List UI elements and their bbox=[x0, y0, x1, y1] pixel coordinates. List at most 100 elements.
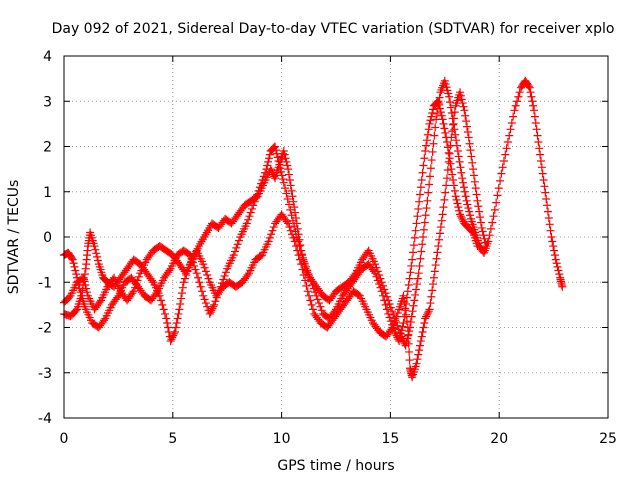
data-point-fill bbox=[413, 355, 422, 364]
data-point-fill bbox=[232, 243, 241, 252]
data-point bbox=[551, 255, 560, 264]
data-point-fill bbox=[264, 157, 273, 166]
data-point bbox=[399, 291, 408, 300]
data-point-fill bbox=[413, 212, 422, 221]
data-point bbox=[199, 291, 208, 300]
data-point-fill bbox=[455, 206, 464, 215]
data-point-fill bbox=[71, 266, 80, 275]
data-point-fill bbox=[280, 150, 289, 159]
data-point-fill bbox=[494, 184, 503, 193]
data-point-fill bbox=[535, 144, 544, 153]
data-point-fill bbox=[304, 270, 313, 279]
data-point-fill bbox=[290, 222, 299, 231]
y-tick-label: 4 bbox=[43, 49, 52, 65]
data-point-fill bbox=[489, 212, 498, 221]
data-point bbox=[175, 305, 184, 314]
data-point-fill bbox=[449, 114, 458, 123]
data-point-fill bbox=[308, 280, 317, 289]
data-point-fill bbox=[286, 181, 295, 190]
data-point-fill bbox=[188, 258, 197, 267]
data-point-fill bbox=[248, 204, 257, 213]
data-point bbox=[412, 219, 421, 228]
data-point-fill bbox=[481, 238, 490, 247]
data-point-fill bbox=[439, 203, 448, 212]
data-point-fill bbox=[400, 298, 409, 307]
data-point bbox=[445, 92, 454, 101]
data-point bbox=[390, 328, 399, 337]
data-point bbox=[255, 183, 264, 192]
data-point-fill bbox=[392, 331, 401, 340]
data-point bbox=[286, 205, 295, 214]
data-point bbox=[162, 314, 171, 323]
data-point-fill bbox=[457, 213, 466, 222]
data-point-fill bbox=[513, 97, 522, 106]
data-point-fill bbox=[392, 312, 401, 321]
data-point bbox=[416, 183, 425, 192]
data-point-fill bbox=[499, 156, 508, 165]
data-point-fill bbox=[439, 119, 448, 128]
data-point-fill bbox=[191, 265, 200, 274]
data-point-fill bbox=[425, 180, 434, 189]
data-point-fill bbox=[529, 101, 538, 110]
data-point-fill bbox=[246, 208, 255, 217]
data-point-fill bbox=[69, 259, 78, 268]
x-tick-label: 15 bbox=[381, 431, 399, 447]
data-point-fill bbox=[486, 224, 495, 233]
data-point-fill bbox=[291, 227, 300, 236]
data-point-fill bbox=[398, 322, 407, 331]
data-point-fill bbox=[435, 100, 444, 109]
data-point-fill bbox=[476, 218, 485, 227]
data-point-fill bbox=[93, 256, 102, 265]
data-point-fill bbox=[432, 254, 441, 263]
data-point-fill bbox=[203, 271, 212, 280]
series-track-3 bbox=[60, 97, 482, 346]
data-point-fill bbox=[168, 333, 177, 342]
data-point-fill bbox=[450, 108, 459, 117]
data-point bbox=[199, 260, 208, 269]
data-point-fill bbox=[429, 139, 438, 148]
data-point bbox=[460, 106, 469, 115]
data-point-fill bbox=[420, 318, 429, 327]
data-point-fill bbox=[206, 308, 215, 317]
data-point-fill bbox=[416, 254, 425, 263]
data-point bbox=[73, 273, 82, 282]
data-point-fill bbox=[128, 289, 137, 298]
y-tick-label: 3 bbox=[43, 94, 52, 110]
data-point-fill bbox=[442, 133, 451, 142]
data-point-fill bbox=[435, 93, 444, 102]
data-point-fill bbox=[454, 203, 463, 212]
data-point-fill bbox=[173, 314, 182, 323]
data-point-fill bbox=[548, 237, 557, 246]
data-point-fill bbox=[505, 131, 514, 140]
data-point bbox=[242, 219, 251, 228]
data-point-fill bbox=[436, 223, 445, 232]
data-point-fill bbox=[233, 240, 242, 249]
data-point-fill bbox=[470, 177, 479, 186]
data-point-fill bbox=[446, 103, 455, 112]
data-point-fill bbox=[298, 251, 307, 260]
data-point-fill bbox=[244, 215, 253, 224]
data-point-fill bbox=[452, 195, 461, 204]
data-point-fill bbox=[474, 202, 483, 211]
data-point bbox=[384, 309, 393, 318]
data-point-fill bbox=[221, 268, 230, 277]
data-point-fill bbox=[452, 136, 461, 145]
data-point-fill bbox=[95, 298, 104, 307]
data-point bbox=[90, 242, 99, 251]
data-point bbox=[453, 147, 462, 156]
data-point-fill bbox=[385, 313, 394, 322]
data-point-fill bbox=[219, 275, 228, 284]
data-point-fill bbox=[424, 188, 433, 197]
data-point bbox=[447, 165, 456, 174]
data-point-fill bbox=[530, 112, 539, 121]
chart-title: Day 092 of 2021, Sidereal Day-to-day VTE… bbox=[52, 21, 615, 37]
data-point bbox=[399, 318, 408, 327]
data-point-fill bbox=[170, 329, 179, 338]
data-point-fill bbox=[389, 324, 398, 333]
data-point bbox=[279, 178, 288, 187]
data-point-fill bbox=[394, 335, 403, 344]
data-point-fill bbox=[544, 213, 553, 222]
data-point-fill bbox=[376, 283, 385, 292]
data-point bbox=[216, 282, 225, 291]
data-point-fill bbox=[250, 197, 259, 206]
